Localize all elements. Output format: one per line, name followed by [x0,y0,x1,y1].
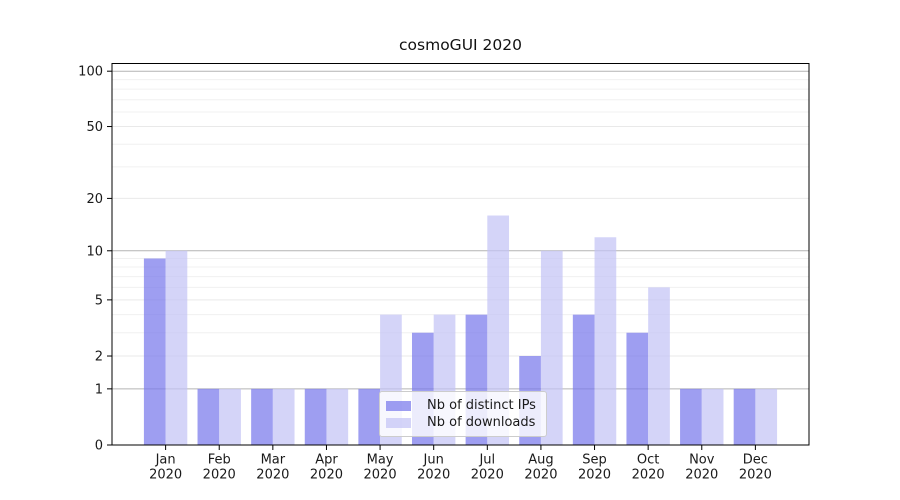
x-tick-label-year: 2020 [256,468,289,483]
bar-downloads-nov [701,388,724,445]
x-axis: Jan2020Feb2020Mar2020Apr2020May2020Jun20… [149,445,772,483]
x-tick-label-year: 2020 [310,468,343,483]
x-tick-label-month: May [367,453,394,468]
bar-ips-sep [572,314,595,445]
bar-downloads-oct [648,287,670,445]
x-tick-label-year: 2020 [149,468,182,483]
x-tick-label-month: Sep [582,453,607,468]
bar-downloads-feb [219,388,241,445]
y-tick-label: 0 [95,439,103,454]
bar-downloads-apr [326,388,349,445]
x-tick-label-year: 2020 [632,468,665,483]
y-tick-label: 100 [78,65,103,80]
legend-item-distinct-ips: Nb of distinct IPs [386,397,538,414]
bar-downloads-jul [487,215,510,445]
y-tick-label: 5 [95,293,103,308]
x-tick-label-year: 2020 [578,468,611,483]
x-tick-label-month: Jan [155,453,176,468]
y-tick-label: 10 [86,244,103,259]
bar-ips-mar [251,388,273,445]
bar-ips-apr [304,388,327,445]
x-tick-label-month: Jun [423,453,444,468]
legend: Nb of distinct IPs Nb of downloads [379,391,547,437]
x-tick-label-month: Apr [315,453,338,468]
legend-label-downloads: Nb of downloads [427,415,536,430]
plot-border [111,63,810,446]
bar-downloads-jan [165,250,188,445]
x-tick-label-year: 2020 [739,468,772,483]
bar-downloads-dec [755,388,778,445]
x-tick-label-month: Aug [528,453,553,468]
y-tick-label: 20 [86,192,103,207]
legend-item-downloads: Nb of downloads [386,414,538,431]
x-tick-label-year: 2020 [471,468,504,483]
x-tick-label-month: Oct [637,453,659,468]
x-tick-label-month: Nov [689,453,715,468]
x-tick-label-month: Feb [208,453,231,468]
chart-title: cosmoGUI 2020 [399,36,522,54]
x-tick-label-month: Dec [743,453,768,468]
bar-ips-nov [680,388,702,445]
legend-swatch-distinct-ips-icon [386,400,411,411]
bar-ips-feb [197,388,220,445]
bar-ips-may [358,388,381,445]
x-tick-label-year: 2020 [417,468,450,483]
legend-label-distinct-ips: Nb of distinct IPs [427,398,536,413]
gridlines [112,70,809,390]
bar-ips-oct [626,332,649,445]
bar-ips-dec [733,388,756,445]
y-tick-label: 1 [95,382,103,397]
x-tick-label-year: 2020 [203,468,236,483]
x-tick-label-year: 2020 [364,468,397,483]
y-tick-label: 2 [95,350,103,365]
x-tick-label-month: Jul [478,453,495,468]
x-tick-label-month: Mar [261,453,286,468]
bar-downloads-sep [594,237,617,445]
bar-ips-jan [143,258,166,445]
x-tick-label-year: 2020 [524,468,557,483]
y-axis: 0 1 2 5 10 20 50 100 [78,65,112,454]
y-tick-label: 50 [86,120,103,135]
bar-downloads-mar [272,388,295,445]
x-tick-label-year: 2020 [685,468,718,483]
legend-swatch-downloads-icon [386,417,411,428]
